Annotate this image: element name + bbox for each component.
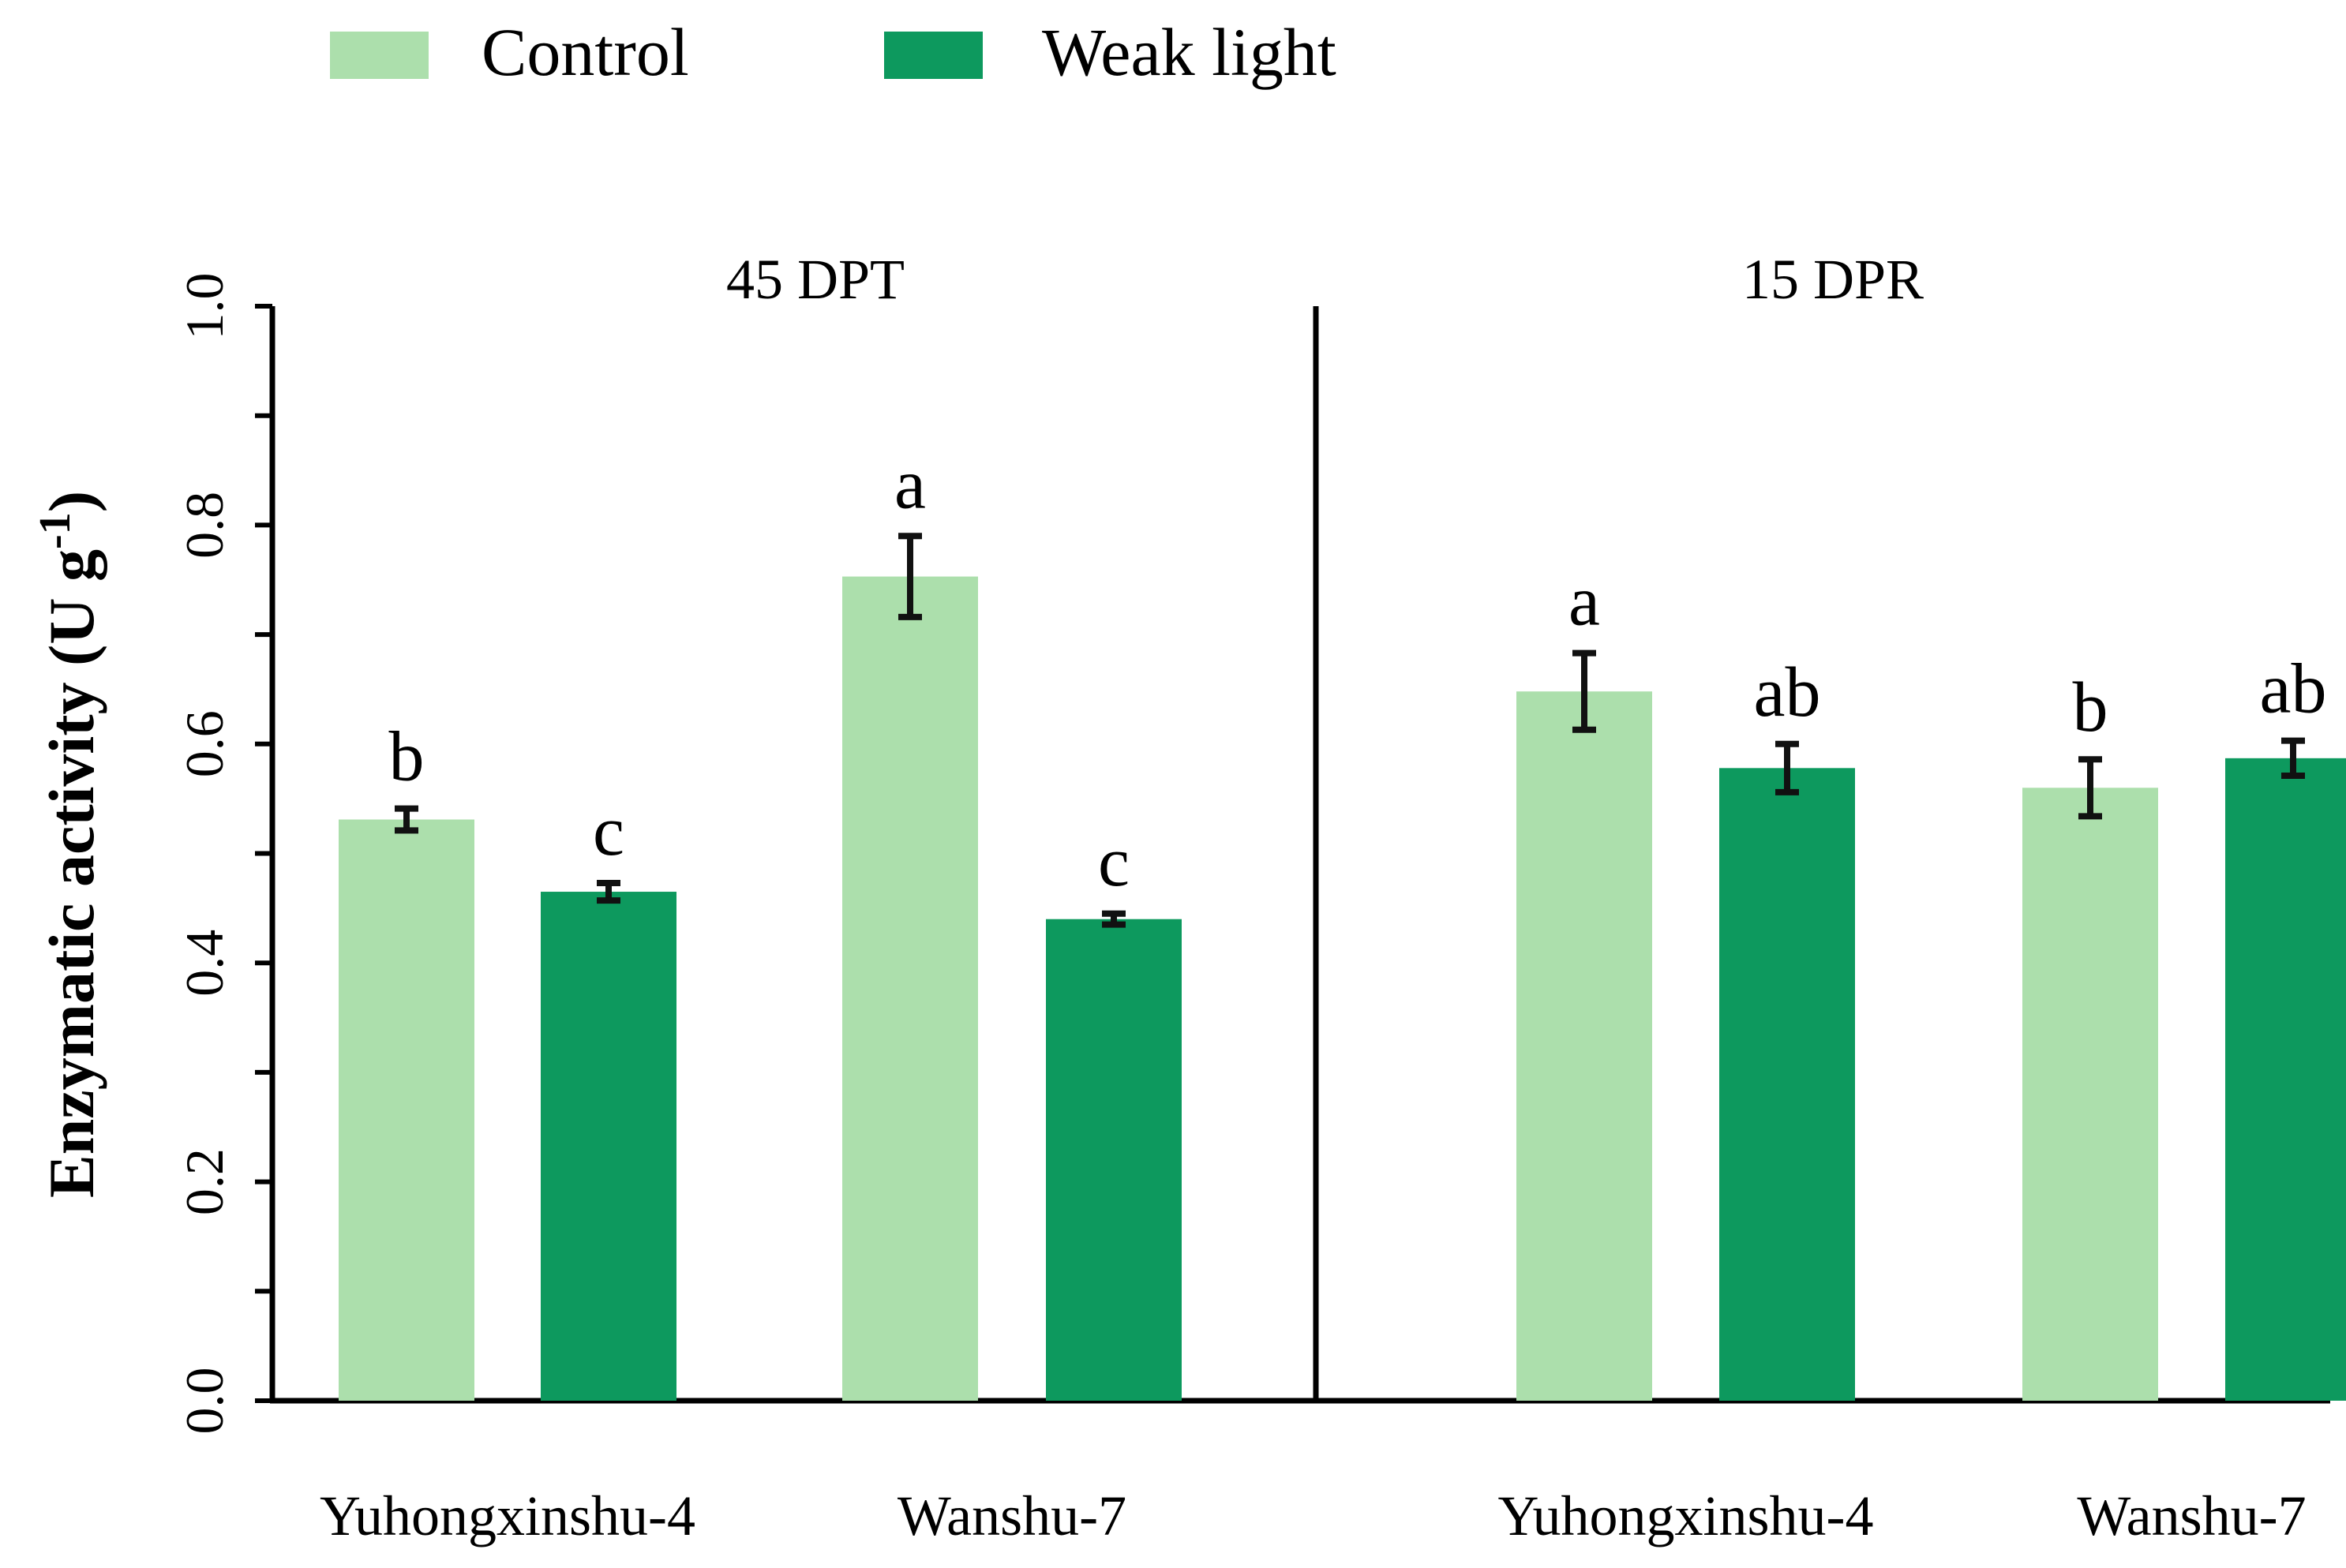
significance-letter: c xyxy=(593,792,624,870)
bar-control xyxy=(842,576,978,1401)
y-axis-label-main: Enzymatic activity (U g xyxy=(36,549,107,1198)
y-tick-label: 0.8 xyxy=(174,492,234,559)
y-tick-label: 0.0 xyxy=(174,1368,234,1435)
legend: Control Weak light xyxy=(330,14,1336,90)
y-ticks: 0.0 0.2 0.4 0.6 0.8 1.0 xyxy=(174,273,272,1435)
error-bars xyxy=(395,533,2305,928)
x-tick-label: Wanshu-7 xyxy=(2077,1484,2306,1547)
significance-letter: a xyxy=(1568,563,1600,641)
significance-letter: ab xyxy=(1754,653,1821,732)
significance-letter: c xyxy=(1098,823,1130,901)
significance-letter: b xyxy=(2073,668,2108,747)
y-axis-label-superscript: -1 xyxy=(31,512,80,549)
y-tick-label: 0.4 xyxy=(174,930,234,997)
significance-letter: a xyxy=(894,445,926,523)
x-tick-label: Yuhongxinshu-4 xyxy=(1497,1484,1873,1547)
legend-label-control: Control xyxy=(482,14,689,90)
significance-letters: b c a c a ab b ab xyxy=(389,445,2327,901)
bar-weak-light xyxy=(1719,768,1855,1401)
bar-weak-light xyxy=(541,892,676,1401)
y-tick-label: 1.0 xyxy=(174,273,234,340)
y-tick-label: 0.2 xyxy=(174,1148,234,1215)
significance-letter: b xyxy=(389,718,425,796)
panel-title-15-dpr: 15 DPR xyxy=(1742,248,1924,311)
legend-label-weak-light: Weak light xyxy=(1042,14,1336,90)
bar-control xyxy=(2022,788,2158,1401)
bar-control xyxy=(339,819,474,1401)
x-tick-label: Wanshu-7 xyxy=(898,1484,1126,1547)
bar-weak-light xyxy=(1046,919,1182,1401)
x-tick-labels: Yuhongxinshu-4 Wanshu-7 Yuhongxinshu-4 Wans… xyxy=(320,1484,2307,1547)
panel-title-45-dpt: 45 DPT xyxy=(726,248,905,311)
y-axis-label: Enzymatic activity (U g-1) xyxy=(31,491,107,1198)
legend-swatch-control xyxy=(330,32,429,79)
bar-control xyxy=(1516,691,1652,1401)
y-axis-label-close: ) xyxy=(36,491,107,512)
bar-weak-light xyxy=(2225,758,2346,1401)
y-tick-label: 0.6 xyxy=(174,710,234,777)
legend-swatch-weak-light xyxy=(884,32,983,79)
x-tick-label: Yuhongxinshu-4 xyxy=(320,1484,695,1547)
significance-letter: ab xyxy=(2260,650,2327,728)
bars xyxy=(339,576,2346,1401)
